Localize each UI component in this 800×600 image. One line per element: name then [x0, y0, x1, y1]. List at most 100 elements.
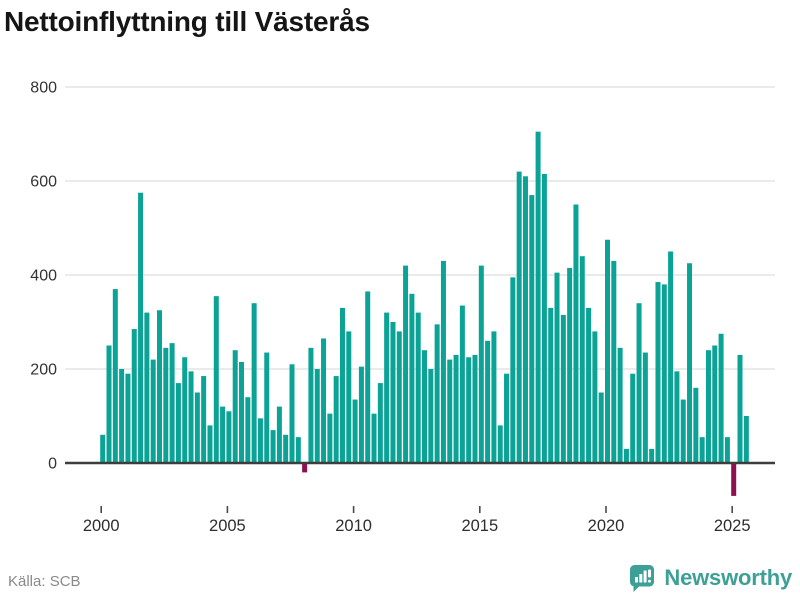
bar: 2003Q3: 195 [188, 371, 194, 463]
bar: 2003Q2: 225 [182, 357, 188, 463]
bar: 2007Q3: 210 [289, 364, 295, 463]
bar: 2016Q1: 190 [504, 373, 510, 463]
bar: 2011Q4: 280 [396, 331, 402, 463]
x-axis-label: 2000 [83, 517, 120, 535]
bar: 2011Q2: 320 [384, 312, 390, 463]
bar: 2013Q4: 220 [447, 359, 453, 463]
bar: 2009Q3: 330 [339, 307, 345, 463]
brand-name: Newsworthy [664, 565, 792, 590]
bar: 2007Q2: 60 [283, 434, 289, 463]
bar: 2017Q3: 615 [541, 173, 547, 463]
bar: 2020Q3: 245 [617, 347, 623, 463]
bar: 2014Q2: 335 [459, 305, 465, 463]
bar: 2000Q2: 250 [106, 345, 112, 463]
x-axis-label: 2015 [461, 517, 498, 535]
bar: 2025Q2: 230 [737, 354, 743, 463]
newsworthy-logo: Newsworthy [627, 563, 792, 593]
negative-bar: 2025Q1: -70 [731, 463, 737, 496]
bar: 2002Q1: 220 [150, 359, 156, 463]
bar: 2004Q4: 120 [220, 406, 226, 463]
newsworthy-logo-icon [630, 565, 655, 592]
bar: 2019Q1: 440 [579, 256, 585, 463]
negative-bar: 2008Q1: -20 [302, 463, 308, 473]
bar: 2018Q2: 315 [560, 314, 566, 463]
net-migration-bar-chart: 0 200 400 600 800 2000Q1: 602000Q2: 2502000Q3… [30, 80, 775, 535]
bar: 2020Q1: 475 [605, 239, 610, 463]
bar: 2005Q2: 240 [232, 350, 238, 463]
x-axis-label: 2025 [714, 517, 751, 535]
bar: 2024Q3: 275 [718, 333, 724, 463]
bar: 2020Q2: 430 [611, 260, 617, 463]
bar: 2000Q1: 60 [100, 434, 106, 463]
bar: 2018Q3: 415 [567, 267, 573, 463]
bar: 2022Q3: 450 [668, 251, 674, 463]
bar: 2001Q3: 575 [138, 192, 144, 463]
bar: 2024Q1: 240 [705, 350, 711, 463]
bar: 2005Q3: 215 [239, 361, 245, 463]
bar: 2016Q4: 610 [522, 176, 528, 464]
bar: 2018Q4: 550 [573, 204, 579, 463]
bar: 2013Q1: 200 [428, 369, 434, 463]
bar: 2000Q3: 370 [112, 289, 118, 463]
bar: 2006Q3: 235 [264, 352, 270, 463]
bar: 2020Q4: 30 [623, 448, 629, 463]
bar: 2001Q2: 285 [131, 329, 137, 463]
y-axis-label: 0 [48, 456, 57, 473]
bar: 2018Q1: 405 [554, 272, 560, 463]
y-axis-label: 200 [30, 362, 57, 379]
bar: 2010Q2: 205 [358, 366, 364, 463]
bar: 2024Q4: 55 [724, 437, 730, 463]
bar: 2012Q3: 320 [415, 312, 421, 463]
bar: 2013Q3: 430 [440, 260, 446, 463]
bar: 2022Q1: 385 [655, 282, 661, 463]
bar: 2023Q1: 135 [680, 399, 686, 463]
bar: 2006Q4: 70 [270, 430, 276, 463]
bar: 2021Q3: 235 [642, 352, 648, 463]
bar: 2015Q3: 280 [491, 331, 497, 463]
bar: 2019Q2: 330 [586, 307, 592, 463]
bar: 2002Q3: 245 [163, 347, 169, 463]
bar: 2010Q1: 135 [352, 399, 358, 463]
bar: 2015Q1: 420 [478, 265, 484, 463]
x-axis-label: 2005 [209, 517, 246, 535]
bar: 2014Q1: 230 [453, 354, 459, 463]
bar: 2023Q2: 425 [687, 263, 693, 463]
bar: 2017Q4: 330 [548, 307, 554, 463]
bar: 2021Q4: 30 [649, 448, 655, 463]
bar: 2015Q2: 260 [485, 340, 491, 463]
bar: 2003Q4: 150 [194, 392, 200, 463]
bar: 2014Q4: 230 [472, 354, 478, 463]
bar: 2006Q1: 340 [251, 303, 257, 463]
bar: 2016Q2: 395 [510, 277, 516, 463]
bar: 2001Q1: 190 [125, 373, 131, 463]
bar: 2024Q2: 250 [712, 345, 718, 463]
y-axis-label: 600 [30, 174, 57, 191]
bar: 2015Q4: 80 [497, 425, 503, 463]
bar: 2007Q4: 55 [295, 437, 301, 463]
bar: 2004Q1: 185 [201, 376, 207, 463]
source-note: Källa: SCB [8, 573, 81, 590]
bar: 2007Q1: 120 [276, 406, 282, 463]
bar: 2013Q2: 295 [434, 324, 440, 463]
bar: 2009Q2: 185 [333, 376, 339, 463]
page-title: Nettoinflyttning till Västerås [4, 6, 370, 37]
bar: 2003Q1: 170 [175, 383, 181, 463]
bar: 2017Q1: 570 [529, 195, 535, 463]
bar: 2010Q3: 365 [365, 291, 371, 463]
bar: 2002Q2: 325 [156, 310, 162, 463]
bar: 2005Q4: 140 [245, 397, 251, 463]
bar: 2012Q1: 420 [403, 265, 409, 463]
bar: 2022Q4: 195 [674, 371, 680, 463]
bar: 2021Q2: 340 [636, 303, 642, 463]
bar: 2008Q4: 265 [321, 338, 327, 463]
bar: 2012Q4: 240 [422, 350, 428, 463]
bar: 2023Q3: 160 [693, 387, 699, 463]
bar: 2014Q3: 225 [466, 357, 472, 463]
bar: 2011Q3: 300 [390, 322, 396, 463]
bar: 2006Q2: 95 [257, 418, 263, 463]
bar: 2023Q4: 55 [699, 437, 705, 463]
bar: 2004Q2: 80 [207, 425, 213, 463]
bar: 2008Q3: 200 [314, 369, 320, 463]
bar: 2021Q1: 190 [630, 373, 636, 463]
